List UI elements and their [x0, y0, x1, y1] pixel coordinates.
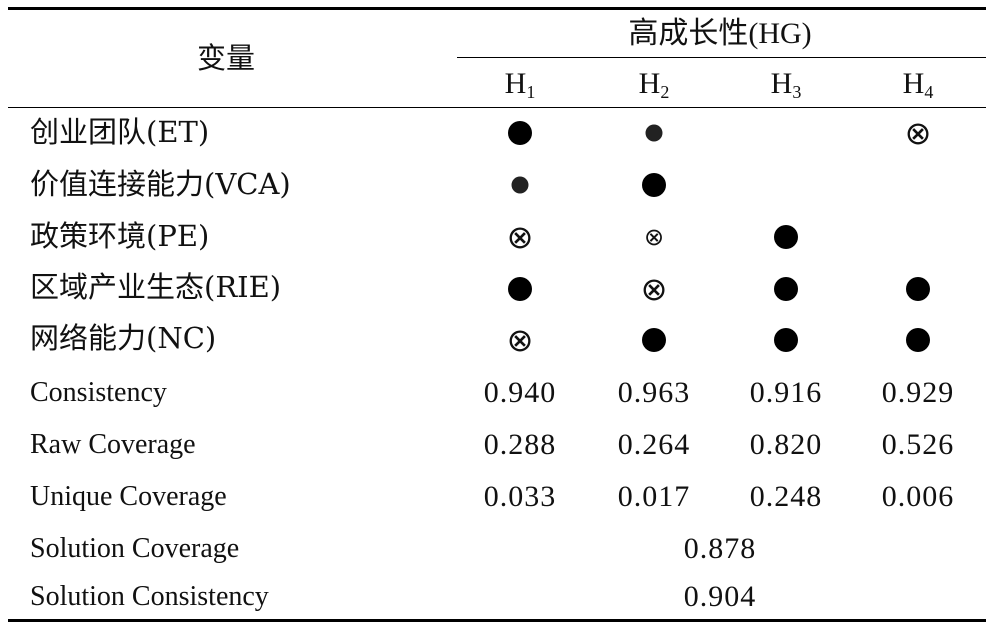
core-present-mark [906, 277, 930, 301]
core-absent-mark: ⊗ [506, 321, 534, 359]
core-present-mark [642, 328, 666, 352]
core-present-mark [774, 225, 798, 249]
core-present-mark [508, 121, 532, 145]
metric-value: 0.940 [483, 376, 557, 409]
metric-value: 0.017 [617, 480, 691, 513]
core-present-mark [508, 277, 532, 301]
config-header-h2: H2 [638, 67, 670, 102]
outcome-group-header: 高成长性(HG) [628, 17, 812, 50]
peripheral-present-mark [645, 124, 663, 142]
metric-value: 0.264 [617, 428, 691, 461]
metric-value: 0.820 [749, 428, 823, 461]
core-present-mark [906, 328, 930, 352]
condition-label-nc: 网络能力(NC) [30, 321, 217, 355]
config-header-h4: H4 [902, 67, 934, 102]
metric-value: 0.248 [749, 480, 823, 513]
metric-label-raw-coverage: Raw Coverage [30, 429, 196, 460]
group-rule [457, 57, 986, 58]
config-header-h1: H1 [504, 67, 536, 102]
metric-label-unique-coverage: Unique Coverage [30, 481, 227, 512]
condition-label-vca: 价值连接能力(VCA) [30, 167, 291, 201]
solution-consistency-value: 0.904 [683, 580, 757, 613]
metric-value: 0.929 [881, 376, 955, 409]
condition-label-et: 创业团队(ET) [30, 115, 210, 149]
core-present-mark [774, 277, 798, 301]
solution-consistency-label: Solution Consistency [30, 581, 269, 612]
core-present-mark [774, 328, 798, 352]
config-header-h3: H3 [770, 67, 802, 102]
core-present-mark [642, 173, 666, 197]
metric-value: 0.916 [749, 376, 823, 409]
condition-label-rie: 区域产业生态(RIE) [30, 270, 282, 304]
bottom-rule [8, 619, 986, 622]
metric-value: 0.006 [881, 480, 955, 513]
metric-value: 0.526 [881, 428, 955, 461]
core-absent-mark: ⊗ [506, 218, 534, 256]
solution-coverage-label: Solution Coverage [30, 533, 240, 564]
solution-coverage-value: 0.878 [683, 532, 757, 565]
peripheral-absent-mark: ⊗ [643, 223, 665, 251]
peripheral-present-mark [511, 176, 529, 194]
core-absent-mark: ⊗ [640, 270, 668, 308]
variable-header: 变量 [197, 41, 256, 75]
metric-label-consistency: Consistency [30, 377, 167, 408]
header-rule [8, 107, 986, 108]
metric-value: 0.033 [483, 480, 557, 513]
core-absent-mark: ⊗ [904, 114, 932, 152]
metric-value: 0.963 [617, 376, 691, 409]
metric-value: 0.288 [483, 428, 557, 461]
top-rule [8, 7, 986, 10]
condition-label-pe: 政策环境(PE) [30, 219, 210, 253]
